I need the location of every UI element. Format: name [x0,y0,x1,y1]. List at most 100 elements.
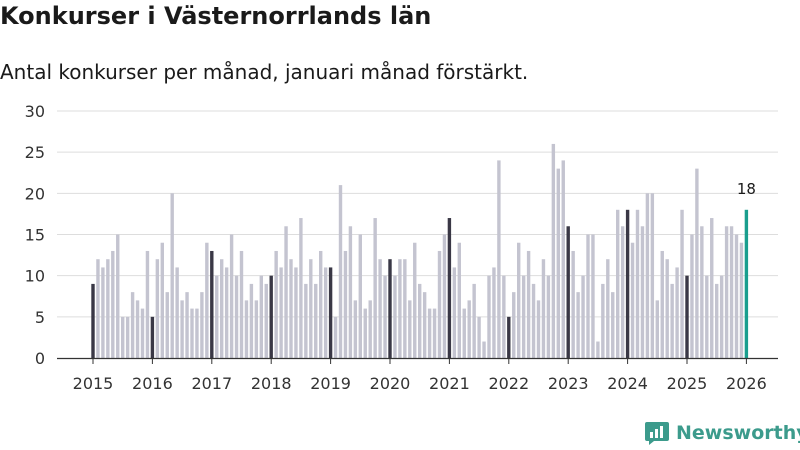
bar [675,267,679,358]
bar [526,250,531,358]
bar [279,267,283,358]
bar [690,234,694,358]
bar [418,283,422,358]
bar [323,267,328,358]
bar [96,259,100,358]
bar [719,275,724,358]
bar [576,292,580,358]
bar [274,250,278,358]
bar [601,283,605,358]
x-tick-label: 2022 [488,374,529,393]
bar [130,292,135,358]
bar [368,300,372,358]
bar-latest [744,209,749,358]
bar [190,308,194,358]
bar [145,250,150,358]
x-tick-label: 2016 [132,374,173,393]
bar-january [210,250,214,358]
bar [200,292,204,358]
bar [556,168,560,358]
x-tick-label: 2021 [429,374,470,393]
x-tick-label: 2024 [607,374,648,393]
bar [700,226,704,358]
bar [655,300,659,358]
bar [413,242,417,358]
bar [353,300,358,358]
bar [106,259,110,358]
bar [715,283,719,358]
bar [254,300,259,358]
bar [645,193,650,358]
bar [536,300,541,358]
bar [284,226,288,358]
bar [477,316,481,358]
bar [521,275,526,358]
bar [220,259,224,358]
latest-value-label: 18 [737,180,756,198]
bar [264,283,268,358]
bar [348,226,353,358]
bar [586,234,590,358]
bar-january [447,218,452,358]
y-tick-label: 15 [25,226,45,245]
bar [125,316,130,358]
x-tick-label: 2023 [548,374,589,393]
bar [680,209,684,358]
bar [517,242,521,358]
bar [121,316,125,358]
bar [195,308,199,358]
bar [606,259,610,358]
bar [294,267,298,358]
bar [734,234,739,358]
bar [314,283,318,358]
bar [111,250,115,358]
bar [205,242,209,358]
bar [497,160,501,358]
bar [665,259,669,358]
bar [135,300,140,358]
bar [259,275,263,358]
bar-january [388,259,392,358]
y-tick-label: 0 [35,349,45,368]
bar [492,267,496,358]
bar [660,250,664,358]
bar [616,209,620,358]
bar-january [91,283,95,358]
bar [180,300,184,358]
bar [640,226,645,358]
brand-logo[interactable]: Newsworthy [644,419,800,447]
bar [551,143,556,358]
bar [175,267,179,358]
bar [437,250,442,358]
newsworthy-logo-icon [645,422,669,445]
chart-subtitle: Antal konkurser per månad, januari månad… [0,60,529,84]
bar-january [507,316,511,358]
bar [695,168,699,358]
bar [249,283,254,358]
bar [403,259,407,358]
bar [620,226,625,358]
bar [472,283,476,358]
bar [215,275,219,358]
bar [338,185,343,358]
bar [571,250,575,358]
bar-january [625,209,630,358]
bar-january [269,275,273,358]
bar [596,341,600,358]
bar [358,234,362,358]
bar [462,308,466,358]
bar [457,242,461,358]
bar [724,226,729,358]
bar [116,234,120,358]
y-tick-label: 10 [25,267,45,286]
bar [467,300,471,358]
x-tick-label: 2015 [73,374,114,393]
bar-january [150,316,155,358]
x-tick-label: 2026 [726,374,767,393]
bar [165,292,169,358]
bar [635,209,640,358]
bar [670,283,674,358]
bar [155,259,160,358]
bar [373,218,377,358]
bar [299,218,303,358]
